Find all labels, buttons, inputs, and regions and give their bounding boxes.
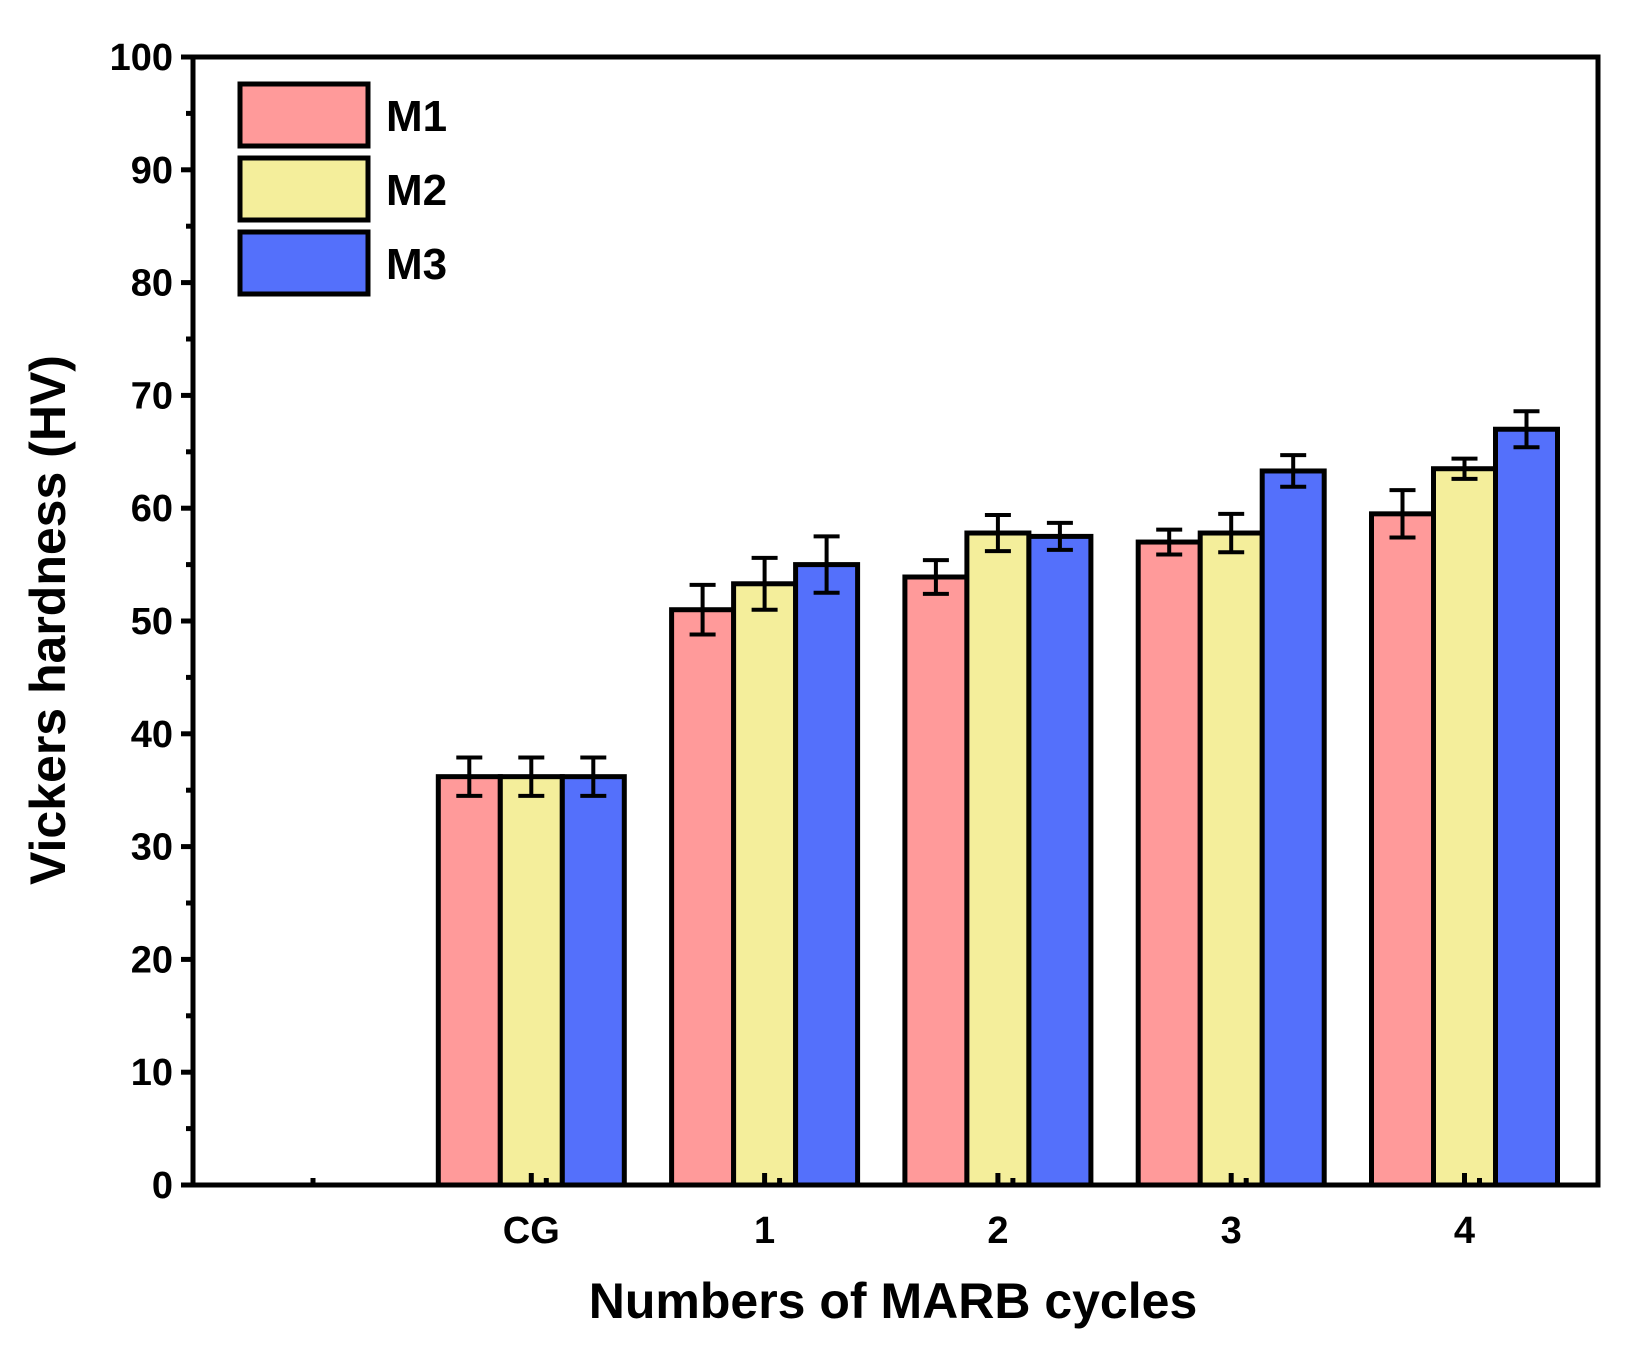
error-bar-m3-3 [1280,453,1307,489]
error-bar-m1-cg [456,755,483,798]
error-bar-m3-4 [1513,409,1540,450]
error-bar-m1-3 [1156,527,1183,557]
y-tick-label: 20 [131,939,173,981]
bar-m3-3 [1259,468,1327,1188]
y-tick-label: 30 [131,827,173,869]
error-bar-m2-cg [518,755,545,798]
y-tick-label: 60 [131,488,173,530]
bar-m1-1 [669,607,737,1188]
error-bar-m2-2 [984,512,1011,554]
bar-m2-cg [497,774,565,1188]
error-bar-m2-4 [1451,456,1478,481]
error-bar-m1-4 [1389,488,1416,540]
legend-item-m1: M1 [237,81,447,149]
legend-label-m1: M1 [386,92,447,141]
legend-label-m3: M3 [386,240,447,289]
error-bar-m1-1 [689,582,716,637]
x-tick-label: 1 [754,1210,775,1252]
legend-item-m3: M3 [237,229,447,297]
bar-m2-3 [1197,530,1265,1188]
y-tick-label: 50 [131,601,173,643]
bar-m1-3 [1135,539,1203,1188]
y-tick-label: 0 [152,1165,173,1207]
legend-swatch-m3 [237,229,371,297]
legend-swatch-m1 [237,81,371,149]
x-axis-title: Numbers of MARB cycles [589,1273,1198,1329]
axes-layer: 0 10 20 30 40 50 60 70 80 90 100 CG 1 2 3 4 [110,37,1601,1252]
error-bar-m2-3 [1218,511,1245,555]
y-tick-label: 100 [110,37,173,79]
error-bar-m2-1 [751,555,778,612]
y-axis-title: Vickers hardness (HV) [20,355,76,885]
bar-m3-cg [559,774,627,1188]
y-tick-label: 80 [131,263,173,305]
bar-m2-1 [731,581,799,1188]
error-bar-m1-2 [922,558,949,596]
error-bar-m3-2 [1046,520,1073,552]
y-tick-label: 40 [131,714,173,756]
bar-m1-4 [1369,511,1436,1188]
bar-m1-cg [435,774,503,1188]
error-bar-m3-cg [580,755,607,798]
error-bar-m3-1 [813,534,840,595]
legend-label-m2: M2 [386,166,447,215]
bar-m2-2 [964,530,1032,1188]
bar-m3-1 [793,562,861,1188]
x-tick-label: CG [503,1210,560,1252]
bar-m3-2 [1026,533,1094,1188]
y-tick-label: 70 [131,375,173,417]
y-tick-label: 90 [131,150,173,192]
x-tick-label: 3 [1221,1210,1242,1252]
bar-m3-4 [1493,426,1560,1188]
x-tick-label: 2 [987,1210,1008,1252]
x-tick-label: 4 [1454,1210,1475,1252]
legend: M1 M2 M3 [237,81,447,297]
bar-m2-4 [1431,466,1498,1188]
y-tick-label: 10 [131,1052,173,1094]
bar-m1-2 [902,574,970,1188]
error-bars-layer [456,409,1540,798]
legend-swatch-m2 [237,155,371,223]
legend-item-m2: M2 [237,155,447,223]
